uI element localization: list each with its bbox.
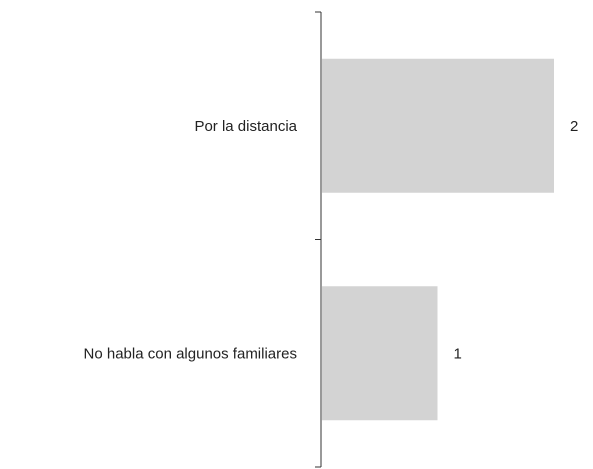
category-axis — [315, 11, 322, 468]
bars-group — [322, 58, 554, 421]
category-label: No habla con algunos familiares — [84, 345, 297, 362]
bar — [322, 58, 554, 193]
data-label: 2 — [570, 118, 578, 135]
category-label: Por la distancia — [194, 118, 297, 135]
labels-group: Por la distancia 2 No habla con algunos fa… — [84, 118, 579, 363]
bar — [322, 286, 438, 421]
data-label: 1 — [454, 345, 462, 362]
